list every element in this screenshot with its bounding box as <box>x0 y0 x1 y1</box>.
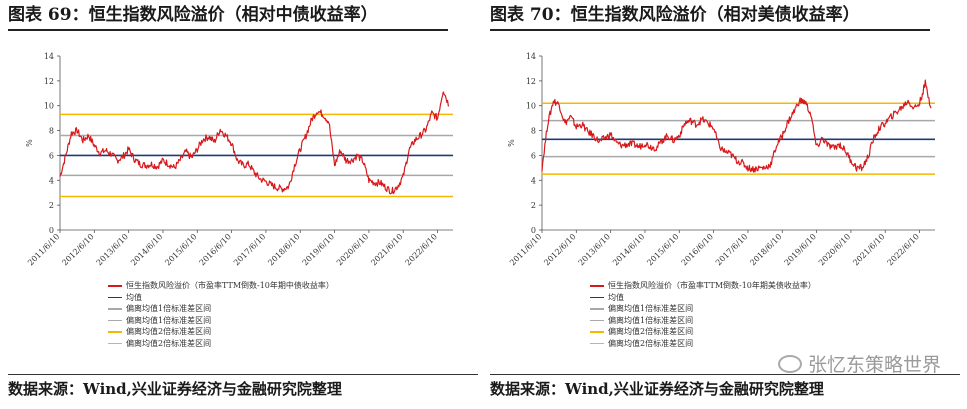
x-tick-label: 2015/6/10 <box>645 232 680 267</box>
source-divider <box>8 374 478 375</box>
x-tick-label: 2022/6/10 <box>886 232 921 267</box>
data-source: 数据来源：Wind,兴业证券经济与金融研究院整理 <box>8 380 342 398</box>
x-tick-label: 2013/6/10 <box>577 232 612 267</box>
watermark: 张忆东策略世界 <box>777 350 941 377</box>
x-tick-label: 2020/6/10 <box>817 232 852 267</box>
legend-item: 均值 <box>590 292 950 304</box>
legend-label: 偏离均值1倍标准差区间 <box>126 315 212 325</box>
x-tick-label: 2019/6/10 <box>301 232 336 267</box>
legend-label: 偏离均值2倍标准差区间 <box>608 327 694 336</box>
chart-legend: 恒生指数风险溢价（市盈率TTM倒数-10年期美债收益率） 均值偏离均值1倍标准差区… <box>590 280 950 349</box>
legend-label: 恒生指数风险溢价（市盈率TTM倒数-10年期美债收益率） <box>608 281 816 290</box>
legend-item: 偏离均值1倍标准差区间 <box>590 303 950 315</box>
x-tick-label: 2017/6/10 <box>232 232 267 267</box>
legend-label: 偏离均值1倍标准差区间 <box>608 315 694 325</box>
x-tick-label: 2017/6/10 <box>714 232 749 267</box>
x-tick-label: 2014/6/10 <box>129 232 164 267</box>
wechat-icon <box>777 355 802 373</box>
y-tick-label: 2 <box>531 201 536 210</box>
legend-label: 均值 <box>126 292 142 302</box>
legend-label: 偏离均值1倍标准差区间 <box>126 304 212 313</box>
y-tick-label: 0 <box>531 226 536 235</box>
legend-item: 偏离均值1倍标准差区间 <box>108 303 468 315</box>
x-tick-label: 2018/6/10 <box>266 232 301 267</box>
watermark-text: 张忆东策略世界 <box>807 354 941 376</box>
x-tick-label: 2020/6/10 <box>335 232 370 267</box>
chart-panel-70: 图表 70：恒生指数风险溢价（相对美债收益率） 0 2 4 6 8 10 12 14% 2011… <box>490 0 960 409</box>
chart-title: 图表 70：恒生指数风险溢价（相对美债收益率） <box>490 5 860 25</box>
legend-swatch <box>590 285 604 287</box>
legend-swatch <box>108 319 122 322</box>
x-tick-label: 2012/6/10 <box>542 232 577 267</box>
line-chart-vs-china-bond: 02468101214%2011/6/102012/6/102013/6/102… <box>25 52 453 267</box>
legend-label: 恒生指数风险溢价（市盈率TTM倒数-10年期中债收益率） <box>126 281 334 290</box>
y-tick-label: 6 <box>531 151 536 160</box>
y-tick-label: 8 <box>49 127 54 136</box>
y-tick-label: 12 <box>44 77 54 86</box>
y-tick-label: 14 <box>526 52 536 61</box>
legend-item: 偏离均值2倍标准差区间 <box>108 326 468 338</box>
legend-item: 偏离均值2倍标准差区间 <box>108 338 468 350</box>
legend-swatch <box>590 331 604 333</box>
chart-title: 图表 69：恒生指数风险溢价（相对中债收益率） <box>8 5 378 25</box>
x-tick-label: 2022/6/10 <box>404 232 439 267</box>
source-divider <box>490 374 960 375</box>
x-tick-label: 2013/6/10 <box>95 232 130 267</box>
legend-item: 偏离均值2倍标准差区间 <box>590 326 950 338</box>
legend-label: 偏离均值2倍标准差区间 <box>126 327 212 336</box>
legend-label: 偏离均值1倍标准差区间 <box>608 304 694 313</box>
title-underline <box>490 29 930 31</box>
x-tick-label: 2015/6/10 <box>163 232 198 267</box>
x-tick-label: 2012/6/10 <box>60 232 95 267</box>
x-tick-label: 2014/6/10 <box>611 232 646 267</box>
x-tick-label: 2019/6/10 <box>783 232 818 267</box>
legend-swatch <box>108 342 122 345</box>
legend-item: 偏离均值2倍标准差区间 <box>590 338 950 350</box>
legend-label: 均值 <box>608 292 624 302</box>
legend-swatch <box>590 319 604 322</box>
x-tick-label: 2011/6/10 <box>26 232 61 267</box>
legend-item: 偏离均值1倍标准差区间 <box>108 315 468 327</box>
y-axis-label: % <box>507 139 516 147</box>
legend-swatch <box>108 285 122 287</box>
chart-legend: 恒生指数风险溢价（市盈率TTM倒数-10年期中债收益率） 均值偏离均值1倍标准差区… <box>108 280 468 349</box>
legend-swatch <box>590 342 604 345</box>
y-tick-label: 0 <box>49 226 54 235</box>
y-tick-label: 6 <box>49 151 54 160</box>
y-tick-label: 4 <box>49 176 54 185</box>
y-axis-label: % <box>25 139 34 147</box>
y-tick-label: 14 <box>44 52 54 61</box>
legend-swatch <box>590 296 604 299</box>
legend-item: 恒生指数风险溢价（市盈率TTM倒数-10年期美债收益率） <box>590 280 950 292</box>
y-tick-label: 8 <box>531 127 536 136</box>
line-chart-vs-us-treasury: 02468101214%2011/6/102012/6/102013/6/102… <box>507 52 935 267</box>
y-tick-label: 10 <box>526 102 536 111</box>
x-tick-label: 2016/6/10 <box>680 232 715 267</box>
legend-swatch <box>108 331 122 333</box>
x-tick-label: 2016/6/10 <box>198 232 233 267</box>
legend-item: 均值 <box>108 292 468 304</box>
y-tick-label: 10 <box>44 102 54 111</box>
data-source: 数据来源：Wind,兴业证券经济与金融研究院整理 <box>490 380 824 398</box>
y-tick-label: 4 <box>531 176 536 185</box>
legend-item: 恒生指数风险溢价（市盈率TTM倒数-10年期中债收益率） <box>108 280 468 292</box>
risk-premium-line <box>541 79 932 173</box>
legend-label: 偏离均值2倍标准差区间 <box>126 338 212 348</box>
x-tick-label: 2011/6/10 <box>508 232 543 267</box>
y-tick-label: 2 <box>49 201 54 210</box>
legend-swatch <box>590 308 604 310</box>
x-tick-label: 2021/6/10 <box>851 232 886 267</box>
title-underline <box>8 29 448 31</box>
chart-panel-69: 图表 69：恒生指数风险溢价（相对中债收益率） 0 2 4 6 8 10 12 14% 2011… <box>8 0 478 409</box>
x-tick-label: 2021/6/10 <box>369 232 404 267</box>
legend-label: 偏离均值2倍标准差区间 <box>608 338 694 348</box>
legend-swatch <box>108 308 122 310</box>
legend-swatch <box>108 296 122 299</box>
legend-item: 偏离均值1倍标准差区间 <box>590 315 950 327</box>
y-tick-label: 12 <box>526 77 536 86</box>
x-tick-label: 2018/6/10 <box>748 232 783 267</box>
risk-premium-line <box>59 91 450 195</box>
